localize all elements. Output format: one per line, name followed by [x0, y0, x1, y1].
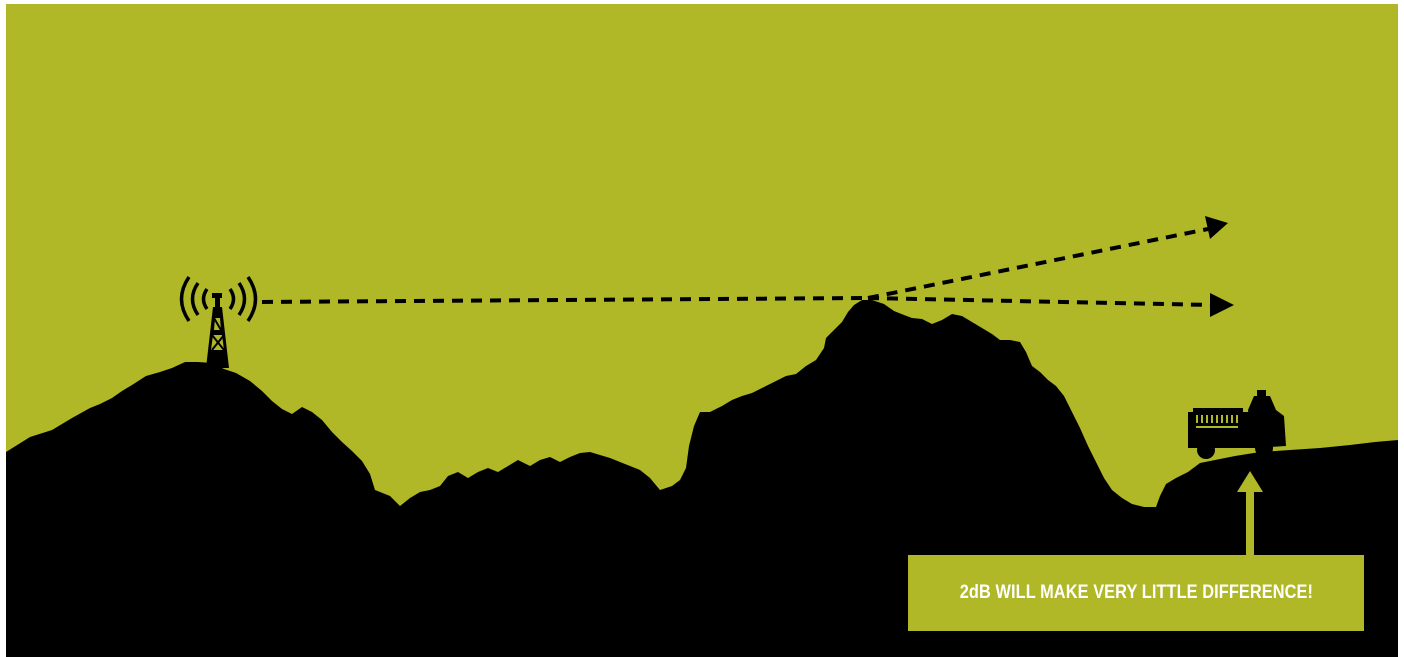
signal-wave-left-outer: [179, 276, 191, 322]
frame-right: [1398, 0, 1404, 657]
callout-arrowhead: [1237, 471, 1263, 492]
truck-ladder: [1193, 408, 1243, 414]
tower-mast: [215, 296, 220, 310]
signal-arrowhead-lower: [1210, 293, 1234, 317]
tower-brace-3: [211, 334, 225, 351]
callout-arrow-shaft: [1246, 488, 1254, 558]
frame-top: [0, 0, 1404, 4]
radio-tower-icon: [179, 276, 258, 368]
frame-left: [0, 0, 6, 657]
signal-wave-right-middle: [237, 282, 247, 316]
signal-path-deflected-lower: [867, 296, 1213, 307]
callout-text: 2dB WILL MAKE VERY LITTLE DIFFERENCE!: [959, 582, 1313, 603]
signal-path-direct: [261, 296, 869, 304]
signal-wave-left-middle: [190, 282, 200, 316]
signal-arrowhead-upper: [1205, 216, 1228, 239]
signal-wave-left-inner: [201, 287, 209, 311]
signal-wave-right-inner: [228, 287, 236, 311]
truck-cab: [1248, 396, 1286, 448]
fire-truck-icon: [1188, 390, 1286, 459]
signal-wave-right-outer: [246, 276, 258, 322]
callout-box: 2dB WILL MAKE VERY LITTLE DIFFERENCE!: [908, 555, 1364, 631]
truck-panel-slots: [1196, 415, 1238, 428]
truck-wheel-front: [1255, 439, 1273, 457]
signal-path-deflected-upper: [867, 227, 1209, 300]
tower-brace-1: [213, 317, 222, 331]
tower-antenna: [212, 293, 222, 298]
truck-beacon: [1257, 390, 1266, 398]
truck-wheel-rear: [1197, 441, 1215, 459]
